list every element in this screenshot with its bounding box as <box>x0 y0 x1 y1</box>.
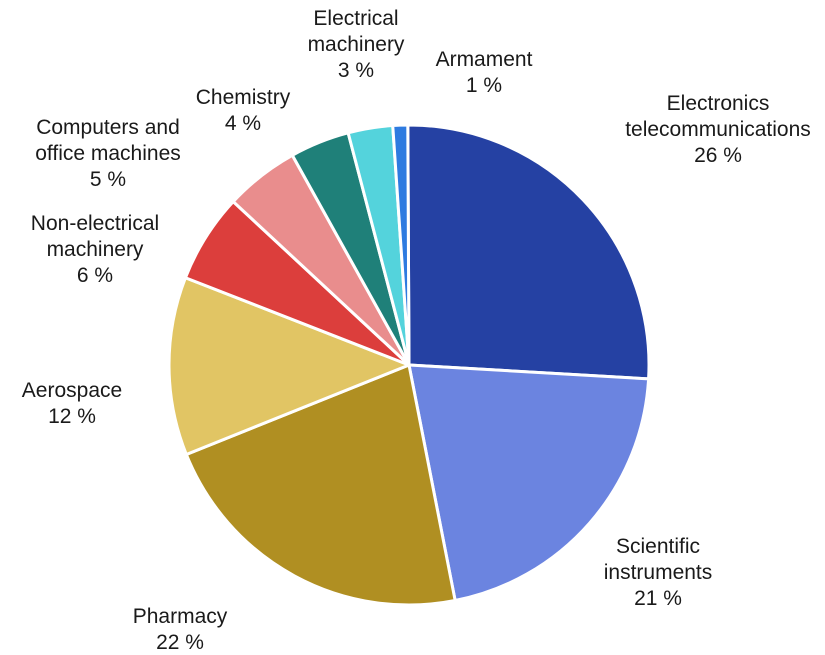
pie-slice-aerospace <box>167 276 411 456</box>
slice-label-group: Electronics telecommunications 26 % <box>625 92 811 167</box>
slice-value-label: 26 % <box>694 144 742 167</box>
pie-slice-electronics-telecommunications <box>406 123 651 381</box>
slice-value-label: 4 % <box>225 112 261 135</box>
slice-category-label: Computers and <box>36 116 180 139</box>
slice-category-label: Scientific <box>616 535 700 558</box>
slice-value-label: 3 % <box>338 59 374 82</box>
pie-slice-scientific-instruments <box>407 363 651 603</box>
slice-label-group: Electrical machinery 3 % <box>308 7 405 82</box>
slice-category-label: telecommunications <box>625 118 811 141</box>
pie-slice-pharmacy <box>184 363 457 607</box>
slice-label-group: Pharmacy 22 % <box>133 605 228 654</box>
slice-category-label: Non-electrical <box>31 212 159 235</box>
slice-value-label: 21 % <box>634 587 682 610</box>
slice-value-label: 12 % <box>48 405 96 428</box>
slice-category-label: Pharmacy <box>133 605 228 628</box>
slice-category-label: Chemistry <box>196 86 291 109</box>
slice-category-label: machinery <box>308 33 405 56</box>
slice-category-label: Electrical <box>313 7 398 30</box>
slice-category-label: Aerospace <box>22 379 122 402</box>
slice-value-label: 6 % <box>77 264 113 287</box>
slice-value-label: 1 % <box>466 74 502 97</box>
slice-label-group: Armament 1 % <box>436 48 533 97</box>
slice-label-group: Scientific instruments 21 % <box>604 535 713 610</box>
slice-category-label: instruments <box>604 561 713 584</box>
slice-value-label: 5 % <box>90 168 126 191</box>
slice-category-label: Armament <box>436 48 533 71</box>
slice-label-group: Computers and office machines 5 % <box>35 116 181 191</box>
slice-label-group: Aerospace 12 % <box>22 379 122 428</box>
slice-value-label: 22 % <box>156 631 204 654</box>
slice-category-label: machinery <box>47 238 144 261</box>
slice-label-group: Chemistry 4 % <box>196 86 291 135</box>
slice-label-group: Non-electrical machinery 6 % <box>31 212 159 287</box>
slice-category-label: Electronics <box>667 92 770 115</box>
slice-category-label: office machines <box>35 142 181 165</box>
pie-slice-armament <box>391 123 411 367</box>
